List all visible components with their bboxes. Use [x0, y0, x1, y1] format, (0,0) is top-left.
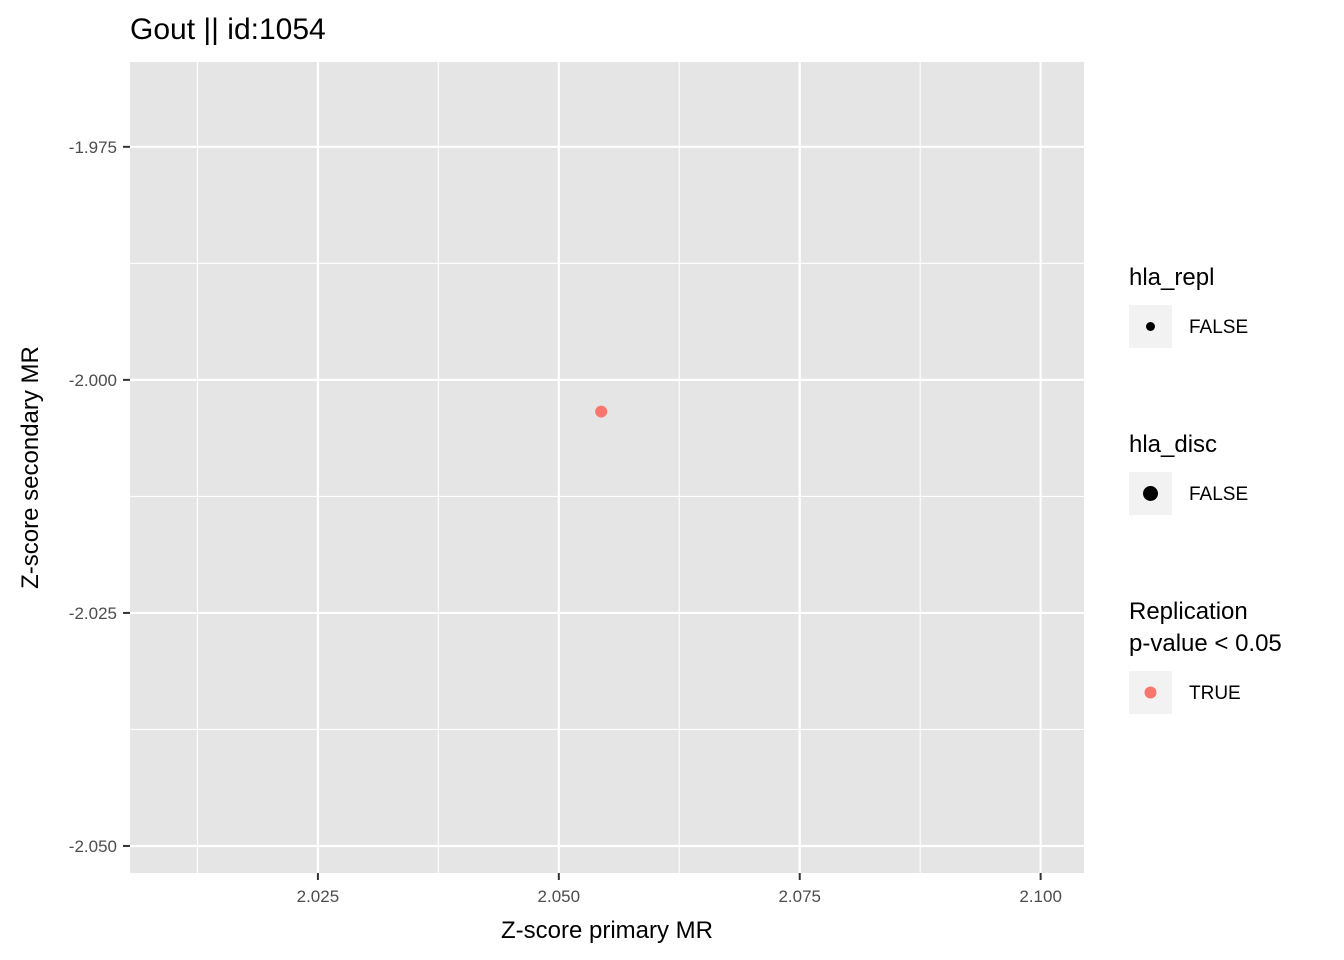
- y-tick-label: -1.975: [69, 138, 117, 157]
- x-axis-title: Z-score primary MR: [501, 917, 713, 944]
- x-tick-label: 2.025: [297, 887, 340, 906]
- y-tick-label: -2.050: [69, 837, 117, 856]
- legend: hla_repl FALSE hla_disc FALSE Replication p-v…: [1129, 264, 1282, 714]
- plot-panel: [130, 62, 1084, 873]
- legend-title: hla_repl: [1129, 264, 1214, 291]
- legend-title: Replication: [1129, 598, 1248, 625]
- y-axis-title: Z-score secondary MR: [17, 346, 44, 589]
- chart-title: Gout || id:1054: [130, 13, 326, 46]
- legend-title: hla_disc: [1129, 431, 1217, 458]
- y-tick-label: -2.000: [69, 371, 117, 390]
- x-tick-label: 2.050: [538, 887, 581, 906]
- legend-label: FALSE: [1189, 484, 1248, 505]
- legend-title: p-value < 0.05: [1129, 630, 1282, 657]
- legend-label: FALSE: [1189, 317, 1248, 338]
- x-tick-label: 2.075: [778, 887, 821, 906]
- y-tick-label: -2.025: [69, 604, 117, 623]
- x-tick-label: 2.100: [1019, 887, 1062, 906]
- legend-key-point: [1144, 686, 1157, 699]
- legend-key-point: [1146, 322, 1155, 331]
- y-axis-ticks: -1.975 -2.000 -2.025 -2.050: [69, 138, 130, 856]
- x-axis-ticks: 2.025 2.050 2.075 2.100: [297, 873, 1062, 906]
- legend-key-point: [1143, 486, 1158, 501]
- minor-gridlines: [130, 62, 1084, 873]
- legend-label: TRUE: [1189, 683, 1241, 704]
- major-gridlines: [130, 62, 1084, 873]
- data-point: [595, 405, 608, 418]
- data-points: [595, 405, 608, 418]
